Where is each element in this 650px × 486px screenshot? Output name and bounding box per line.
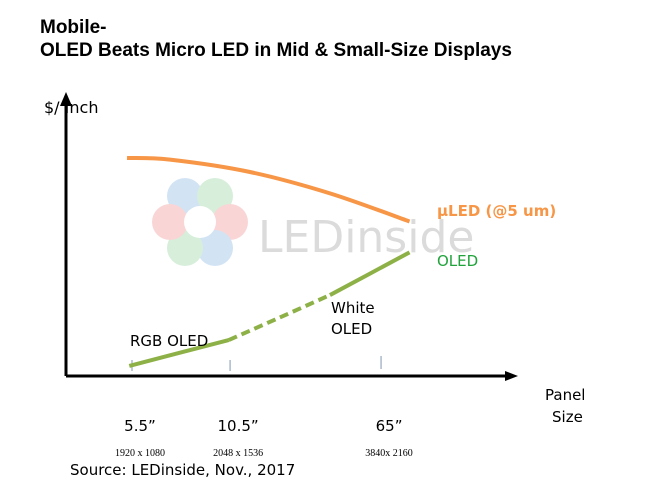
x-tick-resolution: 1920 x 1080 xyxy=(115,448,165,459)
series-oled-line-dashed xyxy=(227,293,331,342)
x-axis-label-line2: Size xyxy=(552,408,583,426)
watermark-logo: LEDinside xyxy=(152,178,474,266)
series-label-uled: μLED (@5 um) xyxy=(437,202,556,220)
x-axis-label-line1: Panel xyxy=(545,386,585,404)
y-axis-arrow xyxy=(60,92,72,106)
annotation: White xyxy=(331,299,375,317)
series-oled-line-solid xyxy=(329,250,411,297)
annotation: OLED xyxy=(331,320,372,338)
chart-title: Mobile- OLED Beats Micro LED in Mid & Sm… xyxy=(40,16,512,62)
axes xyxy=(60,92,518,381)
source-note: Source: LEDinside, Nov., 2017 xyxy=(70,461,295,479)
y-axis-label: $/ Inch xyxy=(44,98,98,117)
x-tick-resolution: 2048 x 1536 xyxy=(213,448,263,459)
x-tick-label: 65” xyxy=(376,417,403,435)
x-tick-resolution: 3840x 2160 xyxy=(365,448,413,459)
watermark-text: LEDinside xyxy=(258,212,474,263)
series-label-oled: OLED xyxy=(437,252,478,270)
annotation: RGB OLED xyxy=(130,332,208,350)
x-axis-arrow xyxy=(505,371,518,381)
x-tick-label: 10.5” xyxy=(217,417,258,435)
series-oled-line-solid xyxy=(128,338,230,368)
title-line-1: Mobile- xyxy=(40,17,107,38)
series-uled-line xyxy=(126,155,411,224)
x-tick-label: 5.5” xyxy=(124,417,156,435)
title-line-2: OLED Beats Micro LED in Mid & Small-Size… xyxy=(40,40,512,61)
